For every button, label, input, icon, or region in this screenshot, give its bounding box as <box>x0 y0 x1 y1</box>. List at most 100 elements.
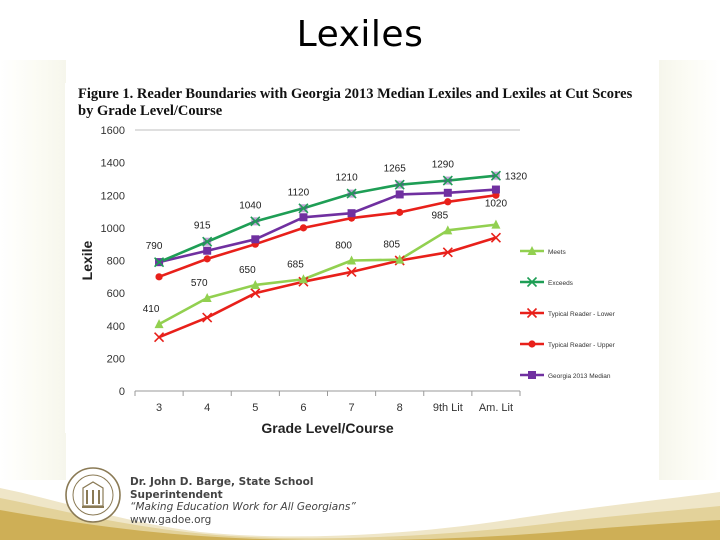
figure-caption-line1: Figure 1. Reader Boundaries with Georgia… <box>78 86 633 102</box>
y-tick-label: 800 <box>107 256 125 268</box>
x-tick-labels: 3 4 5 6 7 8 9th Lit Am. Lit <box>156 402 513 414</box>
legend-swatch-marker <box>526 276 538 288</box>
legend-item-median: Georgia 2013 Median <box>520 371 611 380</box>
figure-caption: Figure 1. Reader Boundaries with Georgia… <box>78 86 658 120</box>
series-lines <box>158 174 497 339</box>
marker-typical_lower <box>202 312 213 323</box>
series-line-typical_upper <box>158 193 497 279</box>
marker-meets <box>250 279 260 289</box>
marker-median <box>347 209 356 218</box>
marker-exceeds <box>442 175 453 186</box>
marker-typical_upper <box>155 273 163 281</box>
legend-swatch-marker <box>526 307 538 319</box>
figure-panel <box>65 83 659 433</box>
x-tick-label: 6 <box>300 402 306 414</box>
y-tick-label: 600 <box>107 288 125 300</box>
y-tick-label: 1600 <box>101 125 125 137</box>
x-tick-label: 4 <box>204 402 210 414</box>
lexile-line-chart: 0 200 400 600 800 1000 1200 1400 1600 3 4 5 6 7 8 9th … <box>79 125 616 436</box>
y-tick-label: 1200 <box>101 190 125 202</box>
marker-meets <box>202 293 212 303</box>
data-label-meets: 650 <box>239 265 256 276</box>
legend-item-meets: Meets <box>520 246 566 256</box>
footer-text: Dr. John D. Barge, State School Superint… <box>130 476 356 526</box>
legend-label: Typical Reader - Lower <box>548 311 616 318</box>
marker-typical_lower <box>442 247 453 258</box>
legend-swatch-marker <box>528 340 536 348</box>
y-tick-label: 400 <box>107 321 125 333</box>
marker-median <box>299 213 308 222</box>
data-labels: 410 570 650 685 800 805 985 1020 790 915 1040 1120 1… <box>143 160 528 316</box>
marker-meets <box>347 255 357 265</box>
legend-label: Meets <box>548 249 566 256</box>
footer-superintendent-line1: Dr. John D. Barge, State School <box>130 476 314 488</box>
series-markers <box>153 170 502 343</box>
footer-motto: “Making Education Work for All Georgians… <box>130 501 356 513</box>
slide-title: Lexiles <box>296 14 424 55</box>
legend-item-typical_upper: Typical Reader - Upper <box>520 340 616 349</box>
georgia-doe-seal-logo <box>65 467 121 523</box>
figure-caption-line2: by Grade Level/Course <box>78 103 223 119</box>
marker-exceeds <box>250 216 261 227</box>
y-axis-label: Lexile <box>79 240 95 280</box>
legend-label: Georgia 2013 Median <box>548 373 611 380</box>
x-tick-label: Am. Lit <box>479 402 513 414</box>
footer-swoosh <box>0 488 720 540</box>
y-tick-label: 0 <box>119 386 125 398</box>
marker-meets <box>491 219 501 229</box>
data-label-meets: 985 <box>431 210 448 221</box>
marker-exceeds <box>153 257 165 268</box>
marker-median <box>251 235 260 244</box>
series-line-median <box>158 188 497 264</box>
marker-meets <box>298 274 308 284</box>
data-label-meets: 805 <box>383 240 400 251</box>
data-label-meets: 1020 <box>485 199 508 210</box>
marker-typical_upper <box>396 208 404 216</box>
marker-typical_upper <box>203 255 211 263</box>
data-label-meets: 800 <box>335 241 352 252</box>
data-label-meets: 570 <box>191 278 208 289</box>
marker-median <box>203 246 212 255</box>
right-background-tint <box>659 60 720 480</box>
footer-website: www.gadoe.org <box>130 513 212 526</box>
marker-median <box>443 188 452 197</box>
data-label-exceeds: 1265 <box>384 164 407 175</box>
x-tick-label: 8 <box>397 402 403 414</box>
footer-superintendent-line2: Superintendent <box>130 488 223 501</box>
legend-swatch-marker <box>528 371 536 379</box>
marker-meets <box>395 254 405 264</box>
marker-typical_lower <box>346 266 357 277</box>
legend-item-exceeds: Exceeds <box>520 276 574 288</box>
series-line-exceeds <box>158 174 497 264</box>
data-label-meets: 410 <box>143 304 160 315</box>
legend-label: Typical Reader - Upper <box>548 342 616 349</box>
marker-typical_lower <box>153 332 165 343</box>
marker-typical_upper <box>299 224 308 232</box>
y-tick-label: 200 <box>107 353 125 365</box>
data-label-exceeds: 1210 <box>335 173 358 184</box>
marker-median <box>395 190 404 199</box>
data-label-exceeds: 1120 <box>288 187 310 198</box>
marker-meets <box>443 225 453 235</box>
series-line-typical_lower <box>158 236 497 339</box>
marker-typical_upper <box>444 198 452 206</box>
marker-exceeds <box>298 203 309 214</box>
y-tick-label: 1000 <box>101 223 125 235</box>
marker-typical_lower <box>250 288 261 299</box>
marker-median <box>491 185 500 194</box>
data-label-exceeds: 790 <box>146 241 163 252</box>
marker-exceeds <box>490 170 502 181</box>
y-tick-label: 1400 <box>101 158 125 170</box>
x-tick-label: 3 <box>156 402 162 414</box>
legend-swatch-marker <box>527 246 537 255</box>
data-label-exceeds: 1290 <box>432 160 455 171</box>
left-background-tint <box>0 60 66 480</box>
series-line-meets <box>158 223 497 326</box>
marker-exceeds <box>394 179 405 190</box>
marker-meets <box>154 319 164 329</box>
marker-exceeds <box>346 188 357 199</box>
data-label-exceeds: 915 <box>194 221 211 232</box>
data-label-exceeds: 1040 <box>239 200 262 211</box>
legend-label: Exceeds <box>548 280 574 287</box>
chart-legend: Meets Exceeds Typical Reader - Lower Typica… <box>520 246 616 380</box>
